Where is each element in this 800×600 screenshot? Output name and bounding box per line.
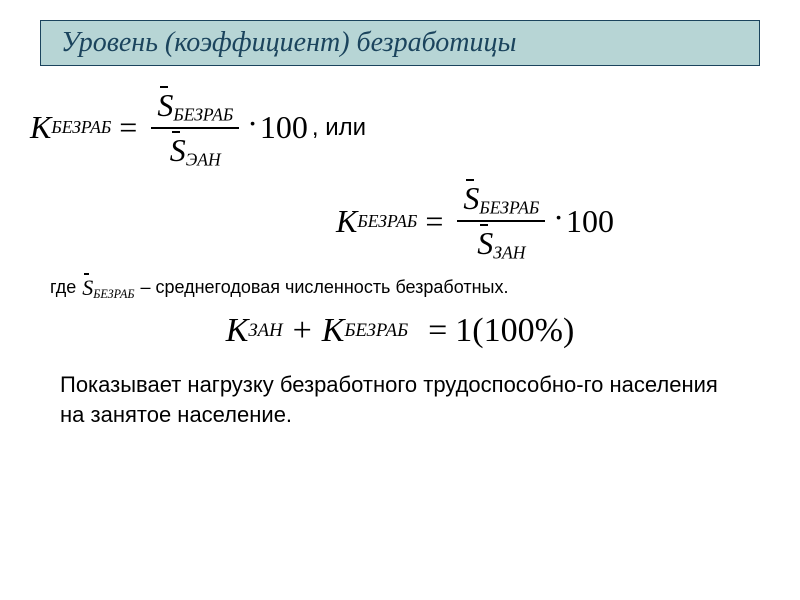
- subscript-bezrab: БЕЗРАБ: [51, 117, 111, 138]
- slide: Уровень (коэффициент) безработицы KБЕЗРА…: [0, 0, 800, 600]
- variable-s: S: [463, 180, 479, 216]
- constant-1-100pct: 1(100%): [455, 312, 574, 350]
- multiply-dot: ·: [247, 105, 258, 142]
- variable-s: S: [157, 87, 173, 123]
- formula-1: KБЕЗРАБ = SБЕЗРАБ SЭАН · 100 , или: [30, 86, 780, 169]
- equals-sign: =: [425, 203, 443, 240]
- subscript-bezrab: БЕЗРАБ: [357, 211, 417, 232]
- numerator: SБЕЗРАБ: [457, 179, 545, 218]
- variable-s: S: [477, 225, 493, 261]
- variable-k: K: [30, 109, 51, 146]
- note-text: Показывает нагрузку безработного трудосп…: [60, 370, 740, 429]
- formula-sum: KЗАН + KБЕЗРАБ = 1(100%): [20, 312, 780, 350]
- formula-2: KБЕЗРАБ = SБЕЗРАБ SЗАН · 100: [270, 179, 680, 262]
- variable-s: S: [170, 132, 186, 168]
- fraction-2: SБЕЗРАБ SЗАН: [457, 179, 545, 262]
- subscript-bezrab: БЕЗРАБ: [93, 287, 134, 301]
- fraction-bar: [457, 220, 545, 222]
- subscript-bezrab: БЕЗРАБ: [479, 198, 539, 218]
- subscript-zan: ЗАН: [248, 320, 282, 342]
- variable-s: S: [82, 275, 93, 300]
- fraction-1: SБЕЗРАБ SЭАН: [151, 86, 239, 169]
- denominator: SЭАН: [164, 131, 227, 170]
- equals-sign: =: [119, 109, 137, 146]
- variable-k: K: [226, 312, 249, 350]
- s-bar: S: [477, 224, 493, 261]
- text-where: где: [50, 277, 76, 298]
- text-or: , или: [312, 114, 366, 142]
- subscript-bezrab: БЕЗРАБ: [344, 320, 408, 342]
- where-line: где SБЕЗРАБ – среднегодовая численность …: [50, 273, 780, 302]
- page-title: Уровень (коэффициент) безработицы: [61, 27, 516, 58]
- constant-100: 100: [566, 203, 614, 240]
- s-bar: S: [157, 86, 173, 123]
- text-sbezrab-desc: – среднегодовая численность безработных.: [140, 277, 508, 298]
- variable-k: K: [336, 203, 357, 240]
- denominator: SЗАН: [471, 224, 531, 263]
- s-bar: S: [463, 179, 479, 216]
- s-bezrab-inline: SБЕЗРАБ: [82, 273, 134, 302]
- variable-k: K: [322, 312, 345, 350]
- subscript-bezrab: БЕЗРАБ: [173, 104, 233, 124]
- subscript-zan: ЗАН: [493, 243, 525, 263]
- title-box: Уровень (коэффициент) безработицы: [40, 20, 760, 66]
- numerator: SБЕЗРАБ: [151, 86, 239, 125]
- s-bar: S: [82, 273, 93, 301]
- subscript-ean: ЭАН: [186, 149, 221, 169]
- s-bar: S: [170, 131, 186, 168]
- fraction-bar: [151, 127, 239, 129]
- multiply-dot: ·: [553, 199, 564, 236]
- plus-sign: +: [293, 312, 312, 350]
- constant-100: 100: [260, 109, 308, 146]
- equals-sign: =: [428, 312, 447, 350]
